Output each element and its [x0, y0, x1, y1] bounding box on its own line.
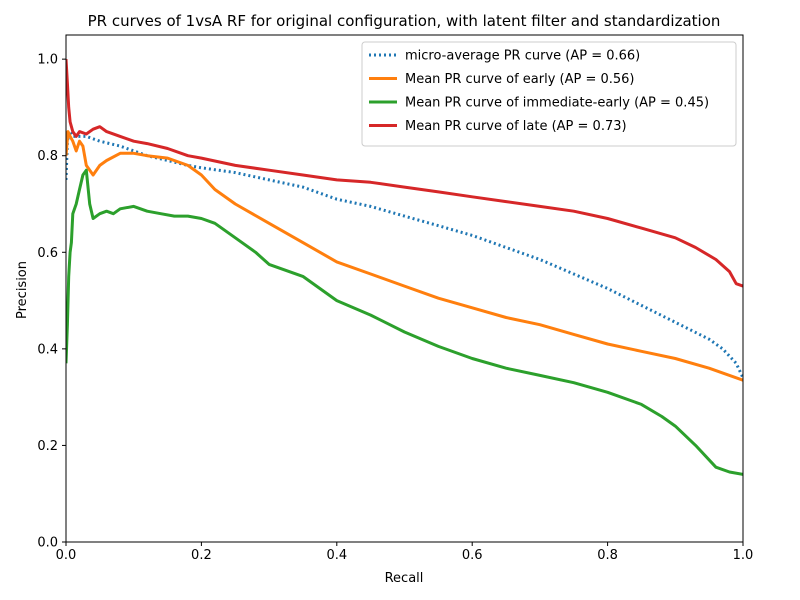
plot-frame [65, 34, 744, 543]
legend-label-1: Mean PR curve of early (AP = 0.56) [405, 72, 635, 87]
y-axis-label: Precision [15, 261, 30, 319]
series-line-3 [66, 59, 743, 288]
legend: micro-average PR curve (AP = 0.66) Mean P… [361, 41, 737, 147]
y-axis: 0.0 0.2 0.4 0.6 0.8 1.0 [37, 53, 66, 551]
x-axis: 0.0 0.2 0.4 0.6 0.8 1.0 [56, 542, 754, 563]
legend-box [361, 41, 737, 147]
legend-label-2: Mean PR curve of immediate-early (AP = 0… [405, 96, 709, 111]
x-tick-label: 0.8 [597, 548, 618, 563]
chart-title: PR curves of 1vsA RF for original config… [88, 12, 721, 30]
y-tick-label: 0.4 [37, 342, 58, 357]
x-tick-label: 0.2 [191, 548, 212, 563]
series-line-0 [66, 130, 743, 379]
x-tick-label: 0.6 [462, 548, 483, 563]
series-line-2 [66, 168, 743, 476]
legend-label-3: Mean PR curve of late (AP = 0.73) [405, 119, 627, 134]
series-line-1 [66, 130, 743, 382]
y-tick-label: 0.0 [37, 536, 58, 551]
x-tick-label: 1.0 [733, 548, 754, 563]
legend-label-0: micro-average PR curve (AP = 0.66) [405, 49, 640, 64]
x-tick-label: 0.0 [56, 548, 77, 563]
y-tick-label: 0.2 [37, 439, 58, 454]
plot-area [65, 34, 744, 543]
y-tick-label: 1.0 [37, 53, 58, 68]
x-axis-label: Recall [385, 571, 424, 586]
y-tick-label: 0.8 [37, 149, 58, 164]
x-tick-label: 0.4 [326, 548, 347, 563]
series-lines [66, 59, 743, 476]
y-tick-label: 0.6 [37, 246, 58, 261]
